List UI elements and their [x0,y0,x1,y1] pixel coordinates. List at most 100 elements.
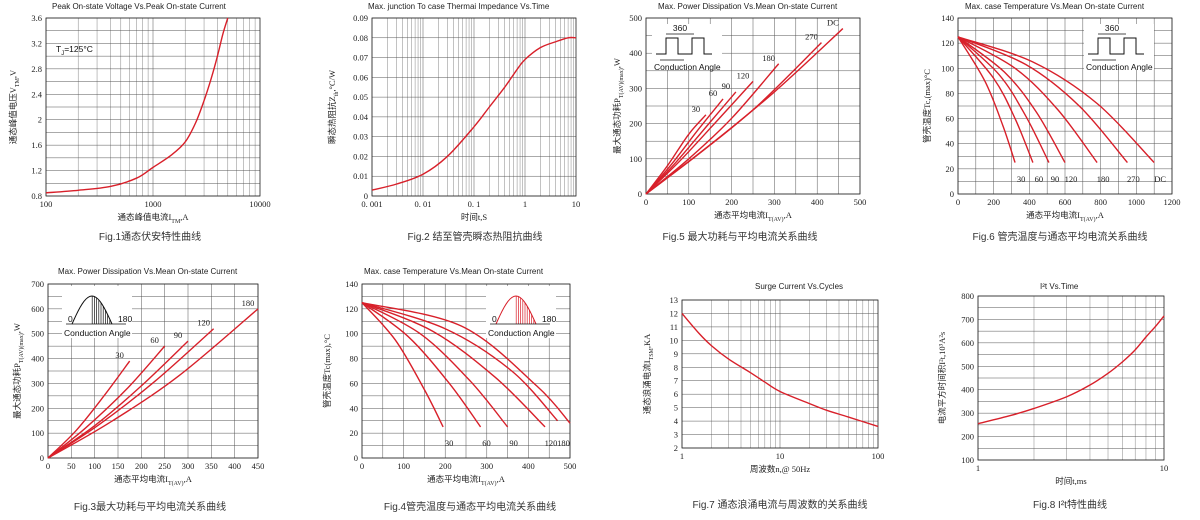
chart-title: Max. Power Dissipation Vs.Mean On-state … [658,2,838,11]
y-tick-label: 40 [350,403,359,413]
x-tick-label: 350 [205,461,218,471]
y-tick-label: 200 [31,403,44,413]
sine-half-wave [495,295,537,325]
square-wave [656,37,712,55]
y-tick-label: 13 [670,295,679,305]
x-tick-label: 1 [680,451,684,461]
x-tick-label: 600 [1059,197,1072,207]
series-line [645,91,737,195]
x-tick-label: 400 [1023,197,1036,207]
plot-frame [977,295,1165,461]
x-axis-label: 通态平均电流IT(AV),A [714,210,793,223]
y-tick-label: 300 [961,408,974,418]
chart-title: Max. Power Dissipation Vs.Mean On-state … [58,267,238,276]
y-tick-label: 80 [946,88,955,98]
inset-background [62,286,132,338]
series-label: 90 [722,81,731,91]
conduction-angle-label: Conduction Angle [654,62,721,72]
y-tick-label: 60 [350,378,359,388]
chart-fig4: Max. case Temperature Vs.Mean On-state C… [322,267,576,513]
x-tick-label: 1200 [1164,197,1181,207]
x-tick-label: 100 [40,199,53,209]
y-tick-label: 100 [31,428,44,438]
x-axis-label: 通态平均电流IT(AV),A [1026,210,1105,223]
series-line [957,36,1016,163]
grid [977,295,1164,461]
series-line [47,345,166,459]
period-label: 360 [673,23,687,33]
y-tick-label: 100 [345,329,358,339]
figure-caption: Fig.5 最大功耗与平均电流关系曲线 [662,230,817,243]
x-tick-label: 450 [252,461,265,471]
figure-caption: Fig.2 结至管壳瞬态热阻抗曲线 [407,230,542,243]
conduction-angle-label: Conduction Angle [1086,62,1153,72]
series-label: 180 [1097,174,1110,184]
x-tick-label: 1000 [1128,197,1145,207]
y-tick-label: 80 [350,354,359,364]
series-label: 60 [709,88,718,98]
y-tick-label: 120 [941,38,954,48]
conduction-angle-label: Conduction Angle [488,328,555,338]
y-axis-label: 最大通态功耗PT(AV)(max),W [612,58,625,154]
y-tick-label: 12 [670,308,679,318]
x-tick-label: 250 [158,461,171,471]
x-tick-label: 500 [564,461,577,471]
y-tick-label: 100 [961,455,974,465]
series-label: DC [1154,174,1166,184]
x-tick-label: 100 [872,451,885,461]
x-axis-label: 通态峰值电流ITM,A [117,212,189,225]
y-tick-label: 6 [674,389,678,399]
series-line [957,36,1066,163]
y-axis-label: 电流平方时间积I²t,10³A²s [937,332,947,424]
series-label: 60 [150,335,159,345]
series-label: 120 [197,318,210,328]
y-tick-label: 300 [629,83,642,93]
series-line [645,98,724,195]
y-tick-label: 0.08 [353,33,368,43]
x-tick-label: 0 [360,461,364,471]
y-tick-label: 5 [674,403,678,413]
x-tick-label: 100 [88,461,101,471]
series-label: 270 [1127,174,1140,184]
figure-caption: Fig.3最大功耗与平均电流关系曲线 [74,500,226,513]
x-tick-label: 50 [67,461,76,471]
x-tick-label: 0. 001 [361,199,382,209]
series-label: 180 [762,53,775,63]
figure-caption: Fig.7 通态浪涌电流与周波数的关系曲线 [692,498,867,511]
x-tick-label: 400 [522,461,535,471]
chart-title: I²t Vs.Time [1040,282,1079,291]
y-tick-label: 2.4 [31,89,42,99]
x-tick-label: 0 [46,461,50,471]
y-tick-label: 0.04 [353,112,369,122]
y-tick-label: 800 [961,291,974,301]
series-label: 90 [1051,174,1060,184]
y-axis-label: 通态浪涌电流ITSM,KA [642,333,655,414]
x-tick-label: 300 [182,461,195,471]
angle-end-label: 180 [118,314,132,324]
y-tick-label: 3.2 [31,38,42,48]
chart-title: Peak On-state Voltage Vs.Peak On-state C… [52,2,227,11]
series-label: 60 [1035,174,1044,184]
grid [371,17,576,197]
inset-background [486,286,556,338]
plot-frame [45,17,261,197]
x-axis-label: 通态平均电流IT(AV),A [427,474,506,487]
conduction-angle-inset: 0 180 Conduction Angle [486,286,556,338]
y-tick-label: 20 [946,164,955,174]
series-line [645,63,780,195]
series-line [361,302,444,428]
x-tick-label: 800 [1094,197,1107,207]
y-tick-label: 1.2 [31,166,42,176]
series-line [361,302,482,428]
y-tick-label: 3 [674,430,678,440]
plot-frame [361,283,571,459]
y-tick-label: 100 [941,63,954,73]
y-tick-label: 200 [629,119,642,129]
chart-title: Max. junction To case Thermai Impedance … [368,2,550,11]
x-tick-label: 0 [956,197,960,207]
y-tick-label: 0.05 [353,92,368,102]
series-line [361,301,559,422]
series-label: 30 [115,350,124,360]
series-line [957,36,1128,164]
